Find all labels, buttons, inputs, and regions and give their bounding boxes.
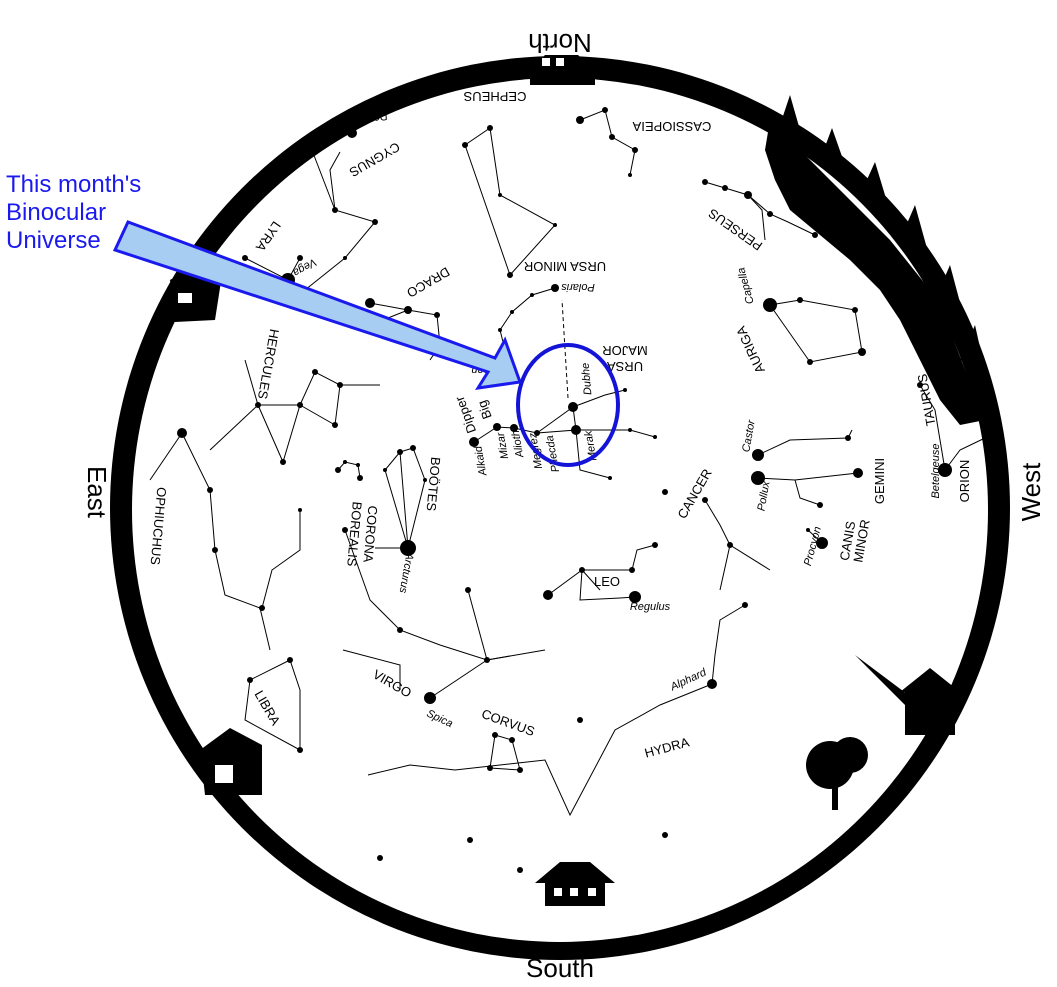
treeline-northwest [765, 95, 985, 425]
label-big: Big [474, 398, 495, 421]
label-mizar: Mizar [495, 430, 512, 460]
east-label: East [82, 466, 112, 519]
label-bootes: BOÖTES [424, 456, 444, 512]
label-ophiuchus: OPHIUCHUS [148, 487, 170, 566]
house-north-icon [530, 55, 595, 85]
callout-line2: Binocular [6, 199, 106, 226]
south-label: South [526, 953, 594, 983]
label-regulus: Regulus [630, 601, 671, 613]
label-castor: Castor [740, 418, 758, 453]
constellation-lines [149, 109, 986, 817]
highlight-ellipse [516, 343, 620, 467]
barn-southwest-icon [200, 728, 262, 795]
church-icon [855, 655, 960, 735]
label-polaris: Polaris [561, 281, 595, 293]
label-betelgeuse: Betelgeuse [930, 443, 942, 498]
label-major: MAJOR [602, 343, 648, 358]
label-cepheus: CEPHEUS [463, 89, 526, 104]
label-minor: MINOR [850, 518, 872, 563]
label-gemini: GEMINI [872, 458, 887, 504]
callout-line1: This month's [6, 171, 141, 198]
star-labels: Deneb Vega Polaris Capella Thuban Dubhe … [291, 109, 942, 730]
house-south-icon [535, 862, 615, 906]
label-corona: CORONA [361, 505, 381, 563]
tree-icon [806, 737, 868, 810]
label-pollux: Pollux [755, 480, 772, 512]
label-cassiopeia: CASSIOPEIA [632, 119, 711, 134]
west-label: West [1016, 462, 1046, 522]
label-orion: ORION [957, 460, 972, 503]
label-alioth: Alioth [510, 429, 527, 459]
callout-line3: Universe [6, 227, 101, 254]
label-ursa-minor: URSA MINOR [524, 259, 606, 274]
north-label: North [528, 28, 592, 58]
label-canis: CANIS [837, 520, 859, 562]
label-alkaid: Alkaid [472, 444, 489, 477]
label-ursa: URSA [607, 359, 643, 374]
label-borealis: BOREALIS [344, 501, 365, 567]
sky-disc [132, 78, 988, 942]
callout-arrow [112, 220, 523, 390]
label-leo: LEO [594, 574, 620, 589]
label-dubhe: Dubhe [580, 362, 595, 395]
